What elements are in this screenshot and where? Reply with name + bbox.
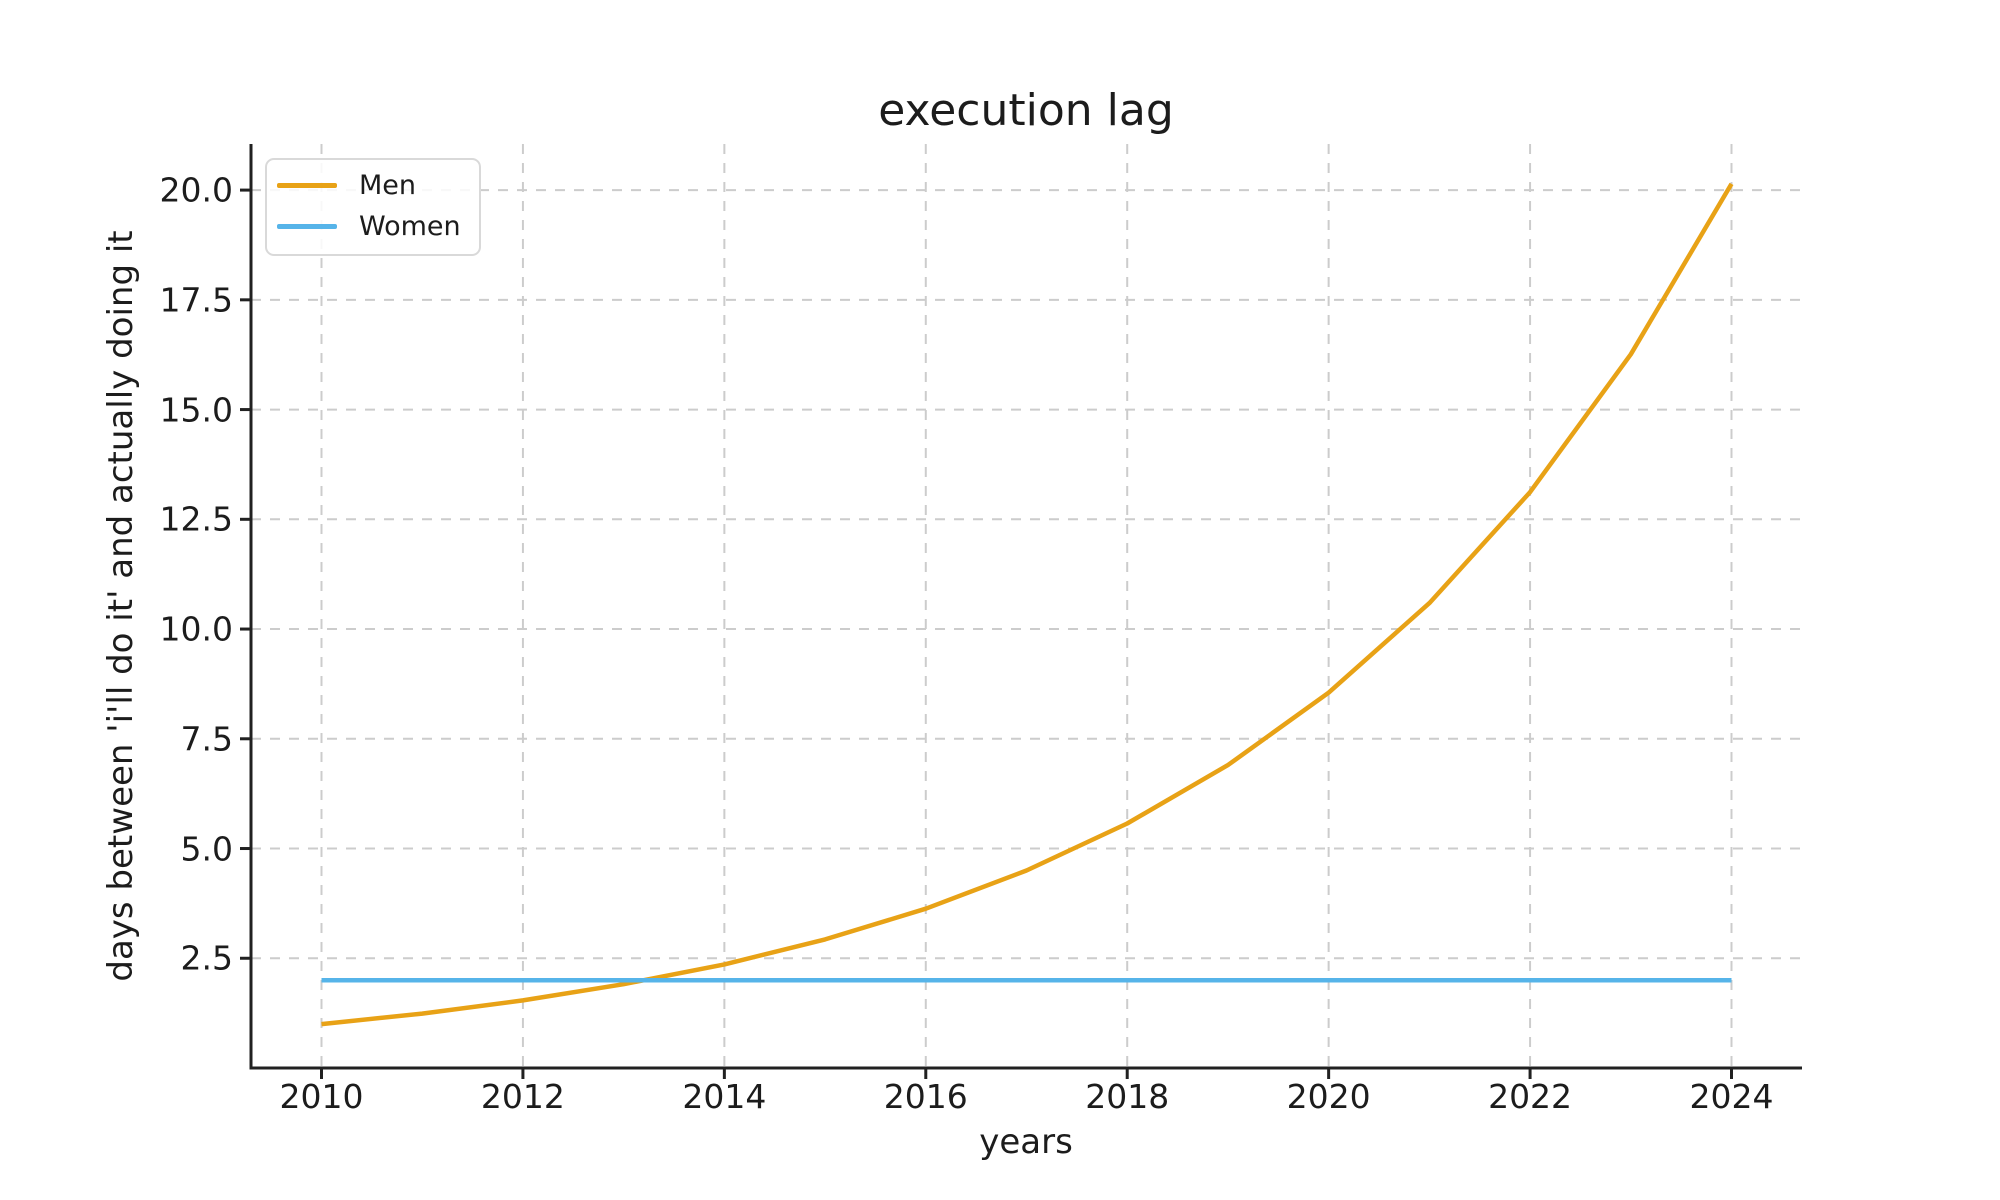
y-tick-label: 7.5 — [180, 719, 233, 759]
x-tick-label: 2018 — [1085, 1077, 1170, 1116]
y-tick-label: 2.5 — [180, 938, 233, 978]
x-tick-label: 2016 — [883, 1077, 968, 1116]
x-tick-label: 2024 — [1689, 1077, 1774, 1116]
y-tick-label: 15.0 — [159, 390, 233, 430]
y-tick-label: 12.5 — [159, 499, 233, 539]
y-axis-label: days between 'i'll do it' and actually d… — [101, 230, 141, 982]
x-tick-label: 2010 — [279, 1077, 364, 1116]
legend: Men Women — [265, 158, 481, 257]
chart-title: execution lag — [878, 85, 1174, 136]
legend-swatch-women — [277, 224, 337, 230]
y-tick-label: 17.5 — [159, 280, 233, 320]
legend-entry-men: Men — [277, 170, 461, 201]
x-tick-label: 2014 — [682, 1077, 767, 1116]
x-tick-label: 2020 — [1286, 1077, 1371, 1116]
y-tick-label: 10.0 — [159, 609, 233, 649]
x-axis-label: years — [979, 1122, 1073, 1162]
x-tick-label: 2012 — [480, 1077, 565, 1116]
y-tick-label: 20.0 — [159, 170, 233, 210]
x-tick-label: 2022 — [1488, 1077, 1573, 1116]
series-line-men — [321, 182, 1734, 1027]
legend-label-men: Men — [359, 170, 417, 201]
legend-entry-women: Women — [277, 211, 461, 242]
legend-label-women: Women — [359, 211, 461, 243]
legend-swatch-men — [277, 183, 337, 189]
y-tick-label: 5.0 — [180, 829, 233, 869]
